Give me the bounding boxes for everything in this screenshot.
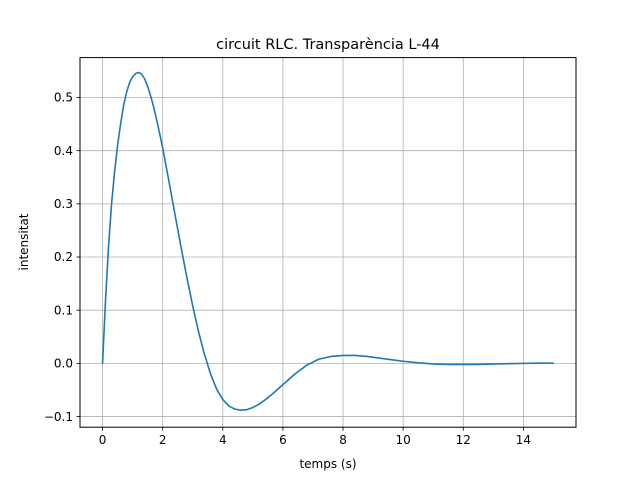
x-axis-ticks: 0 2 4 6 8 10 12 14: [99, 427, 531, 447]
grid: [80, 57, 576, 428]
y-axis-ticks: −0.1 0.0 0.1 0.2 0.3 0.4 0.5: [44, 91, 80, 424]
y-tick-label: 0.3: [54, 197, 73, 211]
x-tick-label: 2: [159, 433, 167, 447]
y-tick-label: 0.0: [54, 357, 73, 371]
y-tick-label: 0.5: [54, 91, 73, 105]
x-tick-label: 4: [219, 433, 227, 447]
x-tick-label: 14: [516, 433, 531, 447]
chart-title: circuit RLC. Transparència L-44: [216, 37, 440, 53]
plot-frame: [79, 57, 577, 428]
series-line-intensitat: [101, 71, 555, 411]
x-tick-label: 8: [339, 433, 347, 447]
series-group: [101, 71, 555, 411]
x-tick-label: 6: [279, 433, 287, 447]
y-tick-label: 0.2: [54, 250, 73, 264]
y-tick-label: 0.4: [54, 144, 73, 158]
x-tick-label: 12: [456, 433, 471, 447]
x-axis-label: temps (s): [299, 457, 356, 471]
y-axis-label: intensitat: [17, 213, 31, 270]
x-tick-label: 10: [396, 433, 411, 447]
y-tick-label: −0.1: [44, 410, 73, 424]
x-tick-label: 0: [99, 433, 107, 447]
y-tick-label: 0.1: [54, 303, 73, 317]
